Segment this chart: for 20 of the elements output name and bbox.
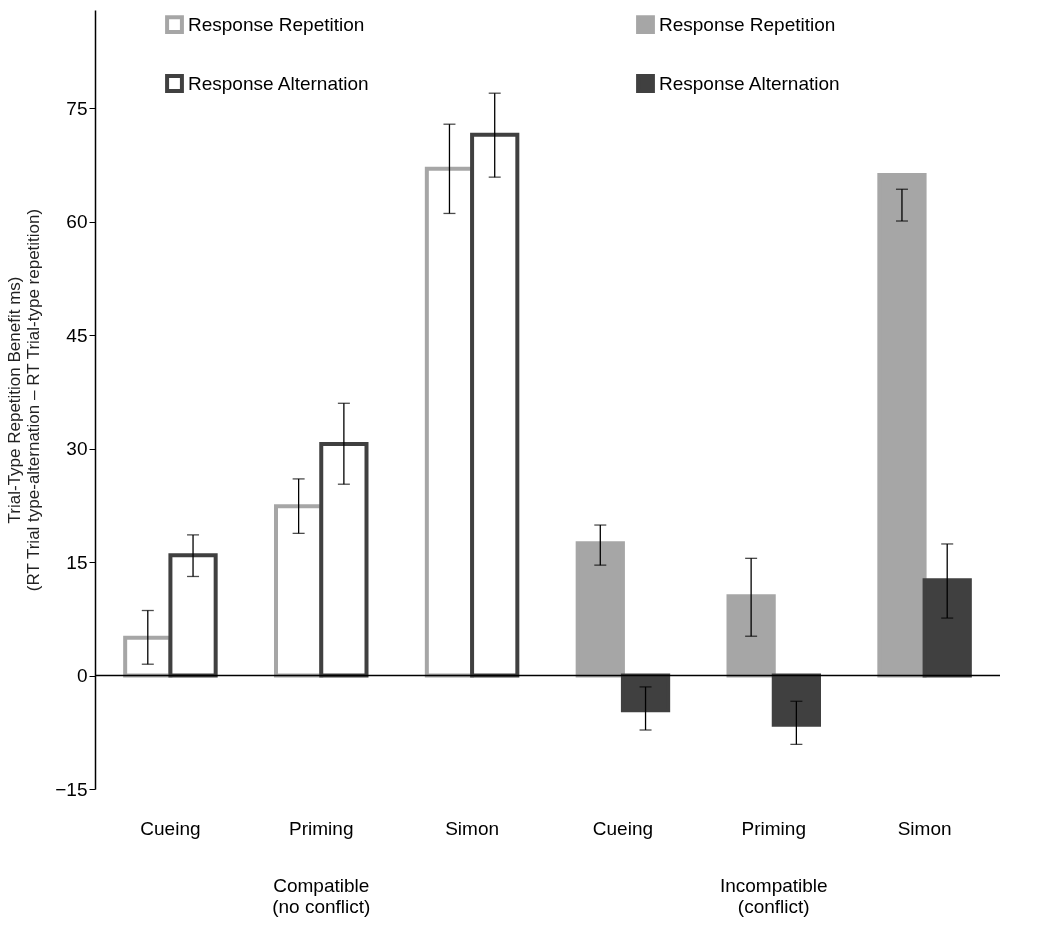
y-tick-label: −15 — [55, 778, 88, 800]
x-tick-label: Cueing — [140, 817, 201, 839]
legend-label: Response Repetition — [659, 13, 836, 35]
x-tick-label: Simon — [897, 817, 952, 839]
text: Compatible (no conflict) — [272, 875, 371, 917]
y-tick-label: 75 — [66, 97, 88, 119]
text: Incompatible (conflict) — [719, 875, 828, 917]
legend-label: Response Alternation — [659, 72, 840, 94]
y-tick-label: 0 — [76, 665, 88, 687]
y-axis-title: Trial-Type Repetition Benefit ms) (RT Trial type-alternation – RT Trial-type repetition) — [5, 208, 44, 592]
y-tick-label: 45 — [66, 324, 88, 346]
y-tick-label: 15 — [66, 551, 88, 573]
x-tick-label: Priming — [741, 817, 806, 839]
x-tick-label: Priming — [289, 817, 354, 839]
legend-label: Response Alternation — [188, 72, 369, 94]
y-tick-label: 60 — [66, 211, 88, 233]
x-tick-label: Simon — [445, 817, 500, 839]
x-tick-label: Cueing — [592, 817, 654, 839]
y-tick-label: 30 — [66, 438, 88, 460]
legend-label: Response Repetition — [188, 13, 365, 35]
